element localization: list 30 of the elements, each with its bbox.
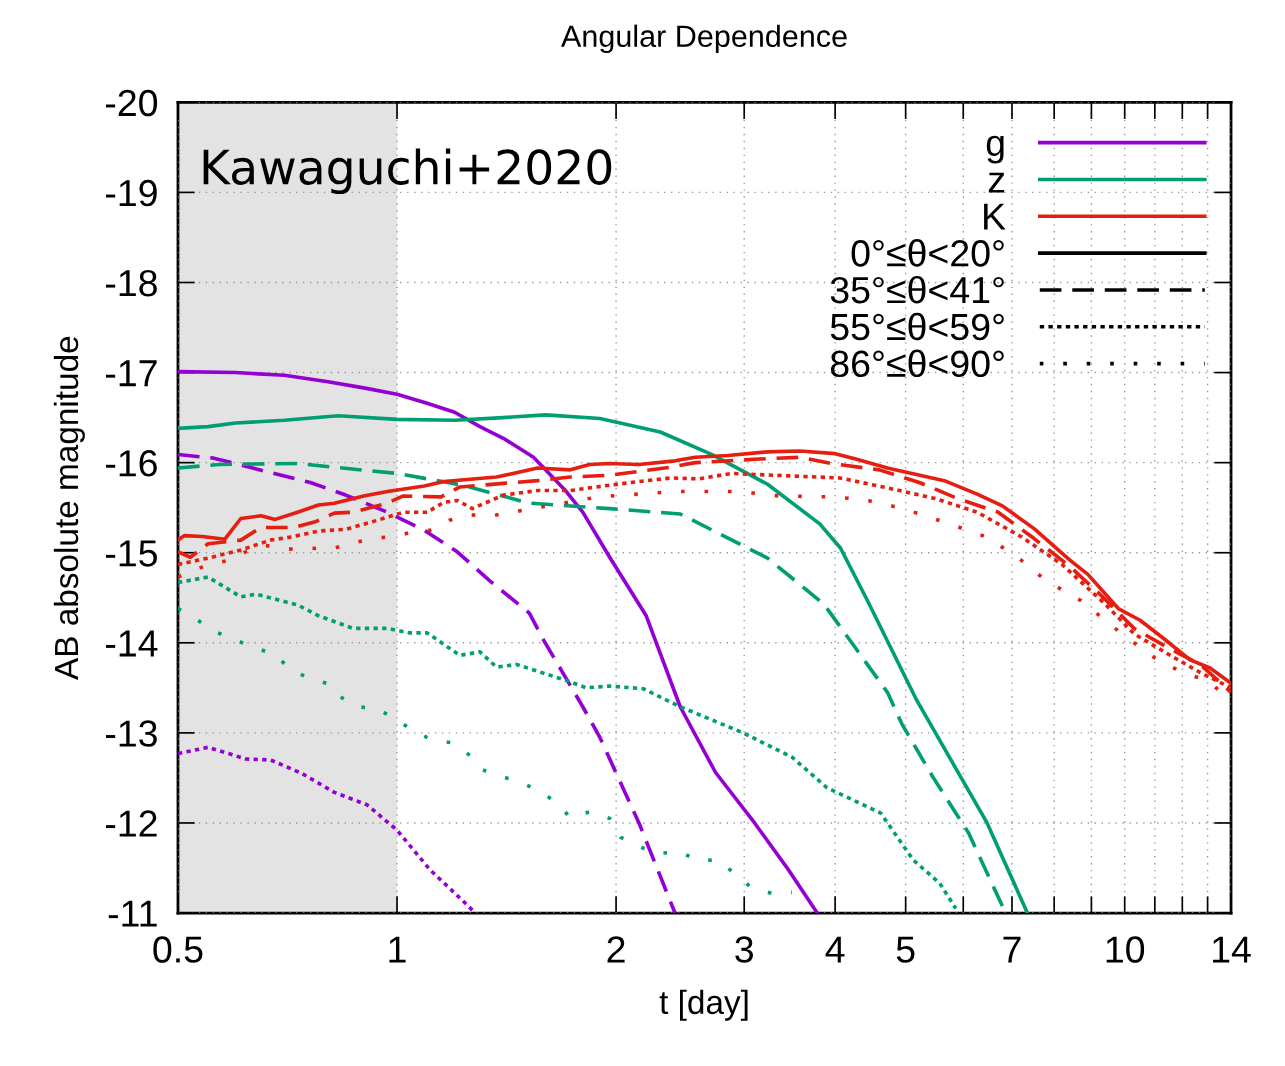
x-tick-label: 0.5 xyxy=(153,936,203,963)
y-tick-label: -17 xyxy=(106,360,157,387)
chart-title: Angular Dependence xyxy=(561,24,847,54)
x-tick-label: 7 xyxy=(1003,936,1021,963)
annotation: 55°≤θ<59° xyxy=(830,312,1004,341)
y-tick-label: -15 xyxy=(106,540,157,567)
annotation: Kawaguchi+2020 xyxy=(203,148,612,195)
y-axis-title: AB absolute magnitude xyxy=(53,336,85,680)
y-tick-label: -11 xyxy=(108,900,157,927)
x-tick-label: 14 xyxy=(1213,936,1251,963)
legend-label: z xyxy=(988,172,1005,193)
y-tick-label: -16 xyxy=(106,450,157,477)
x-tick-label: 4 xyxy=(825,936,845,963)
x-tick-label: 5 xyxy=(896,936,915,963)
annotation: 86°≤θ<90° xyxy=(830,349,1004,378)
y-tick-label: -18 xyxy=(106,269,157,297)
y-tick-label: -14 xyxy=(106,630,158,657)
y-tick-label: -20 xyxy=(106,89,158,117)
y-tick-label: -12 xyxy=(106,810,157,837)
x-axis-title: t [day] xyxy=(659,989,748,1021)
y-tick-label: -19 xyxy=(106,179,157,207)
x-tick-label: 1 xyxy=(389,936,406,963)
annotation: 0°≤θ<20° xyxy=(851,239,1004,267)
y-tick-label: -13 xyxy=(106,720,157,747)
x-tick-label: 10 xyxy=(1106,936,1145,963)
x-tick-label: 3 xyxy=(735,936,753,963)
x-tick-label: 2 xyxy=(607,936,625,963)
annotation: 35°≤θ<41° xyxy=(830,275,1004,304)
legend-label: K xyxy=(984,203,1006,230)
legend-label: g xyxy=(986,135,1004,164)
